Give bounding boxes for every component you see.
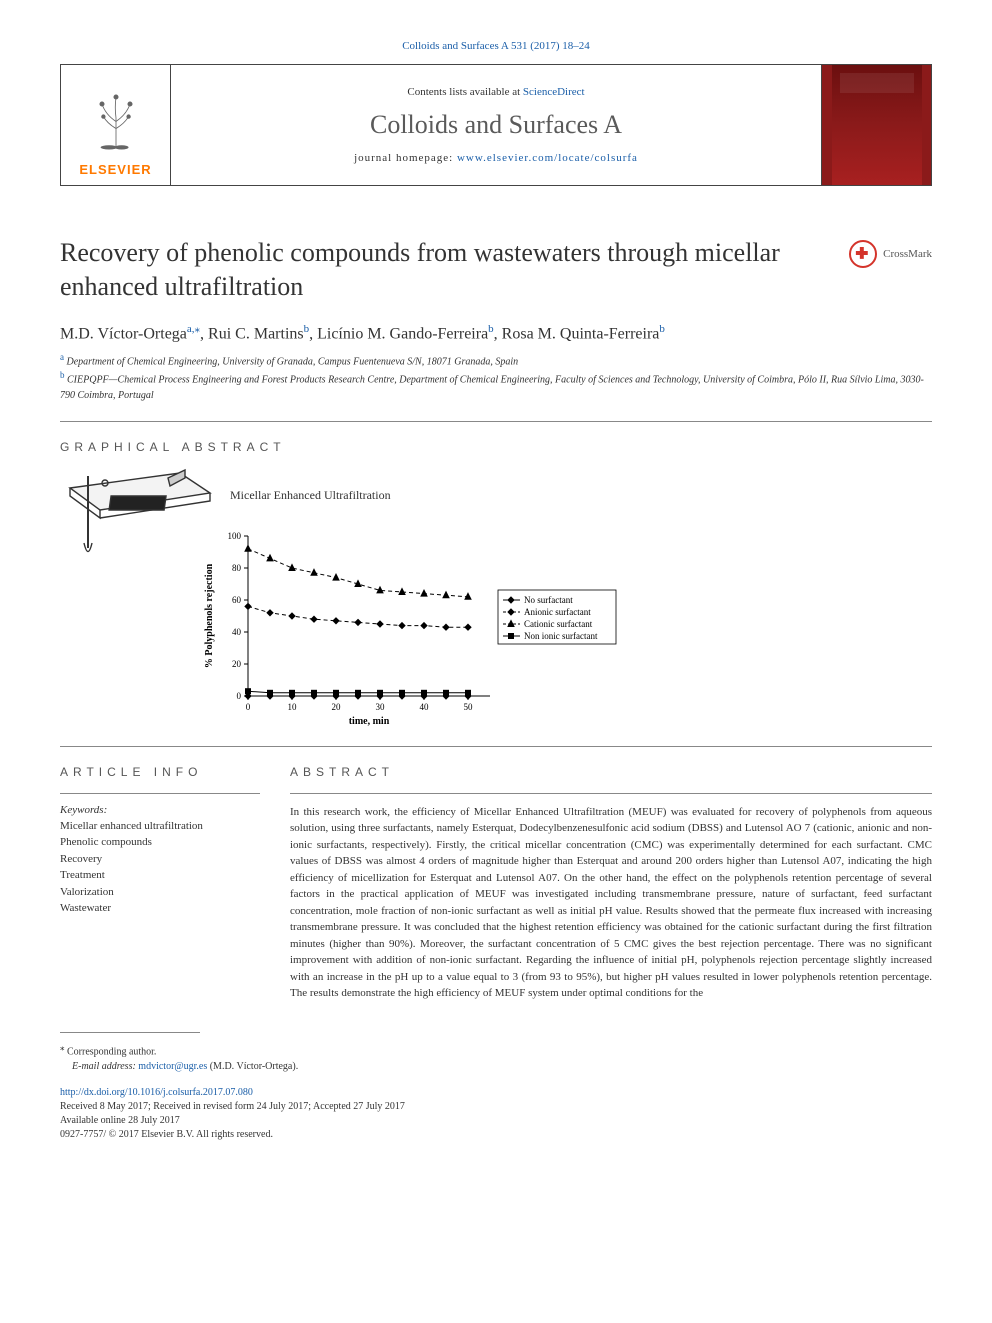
- email-label: E-mail address:: [72, 1061, 136, 1072]
- author-4-affil[interactable]: b: [659, 323, 665, 335]
- rule-2: [60, 746, 932, 747]
- svg-text:100: 100: [228, 531, 242, 541]
- homepage-line: journal homepage: www.elsevier.com/locat…: [354, 152, 638, 164]
- svg-text:80: 80: [232, 563, 242, 573]
- keyword-item: Recovery: [60, 851, 260, 868]
- svg-text:0: 0: [246, 702, 251, 712]
- svg-text:% Polyphenols rejection: % Polyphenols rejection: [204, 563, 215, 668]
- homepage-prefix: journal homepage:: [354, 152, 457, 164]
- author-4: , Rosa M. Quinta-Ferreira: [494, 325, 660, 342]
- affiliations: a Department of Chemical Engineering, Un…: [60, 351, 932, 403]
- crossmark-badge[interactable]: CrossMark: [849, 240, 932, 268]
- copyright: 0927-7757/ © 2017 Elsevier B.V. All righ…: [60, 1128, 932, 1142]
- svg-text:0: 0: [237, 691, 242, 701]
- footer-sep: [60, 1032, 200, 1033]
- svg-text:Anionic surfactant: Anionic surfactant: [524, 607, 591, 617]
- journal-header-box: ELSEVIER Contents lists available at Sci…: [60, 64, 932, 186]
- chart: 0 10 20 30 40 50 0 20 40 60 80 100 time, min % Polyph…: [200, 528, 620, 728]
- svg-text:50: 50: [464, 702, 474, 712]
- journal-cover-thumb: [832, 65, 922, 185]
- graphical-abstract: Micellar Enhanced Ultrafiltration 0 10 20 3…: [60, 468, 932, 728]
- affil-b-sup: b: [60, 370, 65, 380]
- article-title: Recovery of phenolic compounds from wast…: [60, 236, 829, 304]
- graphical-abstract-heading: GRAPHICAL ABSTRACT: [60, 440, 932, 454]
- rule-abstract: [290, 793, 932, 794]
- keyword-item: Micellar enhanced ultrafiltration: [60, 818, 260, 835]
- svg-text:Non ionic surfactant: Non ionic surfactant: [524, 631, 598, 641]
- article-info-heading: ARTICLE INFO: [60, 765, 260, 779]
- authors: M.D. Víctor-Ortegaa,⁎, Rui C. Martinsb, …: [60, 322, 932, 343]
- crossmark-icon: [849, 240, 877, 268]
- footer: ⁎ Corresponding author. E-mail address: …: [60, 1041, 932, 1074]
- publisher-name: ELSEVIER: [69, 162, 162, 177]
- svg-text:60: 60: [232, 595, 242, 605]
- svg-text:40: 40: [420, 702, 430, 712]
- graphical-abstract-caption: Micellar Enhanced Ultrafiltration: [230, 488, 391, 503]
- svg-text:No surfactant: No surfactant: [524, 595, 573, 605]
- svg-text:Cationic surfactant: Cationic surfactant: [524, 619, 593, 629]
- crossmark-label: CrossMark: [883, 248, 932, 260]
- keyword-item: Wastewater: [60, 900, 260, 917]
- svg-text:20: 20: [232, 659, 242, 669]
- keywords-list: Micellar enhanced ultrafiltrationPhenoli…: [60, 818, 260, 917]
- keyword-item: Valorization: [60, 884, 260, 901]
- contents-prefix: Contents lists available at: [407, 86, 522, 98]
- svg-text:30: 30: [376, 702, 386, 712]
- email-author: (M.D. Víctor-Ortega).: [210, 1061, 298, 1072]
- homepage-link[interactable]: www.elsevier.com/locate/colsurfa: [457, 152, 638, 164]
- affil-a: Department of Chemical Engineering, Univ…: [67, 356, 519, 367]
- journal-ref: Colloids and Surfaces A 531 (2017) 18–24: [60, 40, 932, 52]
- header-center: Contents lists available at ScienceDirec…: [171, 65, 821, 185]
- publisher-logo-box: ELSEVIER: [61, 65, 171, 185]
- keyword-item: Phenolic compounds: [60, 834, 260, 851]
- rule-1: [60, 421, 932, 422]
- keywords-label: Keywords:: [60, 804, 260, 816]
- elsevier-tree-icon: [69, 73, 162, 162]
- affil-b: CIEPQPF—Chemical Process Engineering and…: [60, 375, 924, 401]
- corr-email[interactable]: mdvictor@ugr.es: [138, 1061, 207, 1072]
- svg-text:10: 10: [288, 702, 298, 712]
- abstract-heading: ABSTRACT: [290, 765, 932, 779]
- journal-cover-box: [821, 65, 931, 185]
- author-1: M.D. Víctor-Ortega: [60, 325, 187, 342]
- author-1-affil[interactable]: a,⁎: [187, 323, 200, 335]
- author-2: , Rui C. Martins: [200, 325, 304, 342]
- svg-text:time, min: time, min: [349, 716, 390, 727]
- journal-ref-link[interactable]: Colloids and Surfaces A 531 (2017) 18–24: [402, 40, 590, 52]
- author-3: , Licínio M. Gando-Ferreira: [309, 325, 488, 342]
- available-online: Available online 28 July 2017: [60, 1114, 932, 1128]
- abstract-text: In this research work, the efficiency of…: [290, 804, 932, 1002]
- affil-a-sup: a: [60, 352, 64, 362]
- svg-text:20: 20: [332, 702, 342, 712]
- svg-text:40: 40: [232, 627, 242, 637]
- apparatus-sketch: [60, 468, 220, 588]
- doi-block: http://dx.doi.org/10.1016/j.colsurfa.201…: [60, 1086, 932, 1142]
- sciencedirect-link[interactable]: ScienceDirect: [523, 86, 585, 98]
- corr-mark: ⁎: [60, 1042, 65, 1052]
- corr-label: Corresponding author.: [67, 1046, 156, 1057]
- history: Received 8 May 2017; Received in revised…: [60, 1100, 932, 1114]
- doi-link[interactable]: http://dx.doi.org/10.1016/j.colsurfa.201…: [60, 1087, 253, 1098]
- journal-name: Colloids and Surfaces A: [370, 110, 622, 140]
- keyword-item: Treatment: [60, 867, 260, 884]
- contents-line: Contents lists available at ScienceDirec…: [407, 86, 584, 98]
- rule-info: [60, 793, 260, 794]
